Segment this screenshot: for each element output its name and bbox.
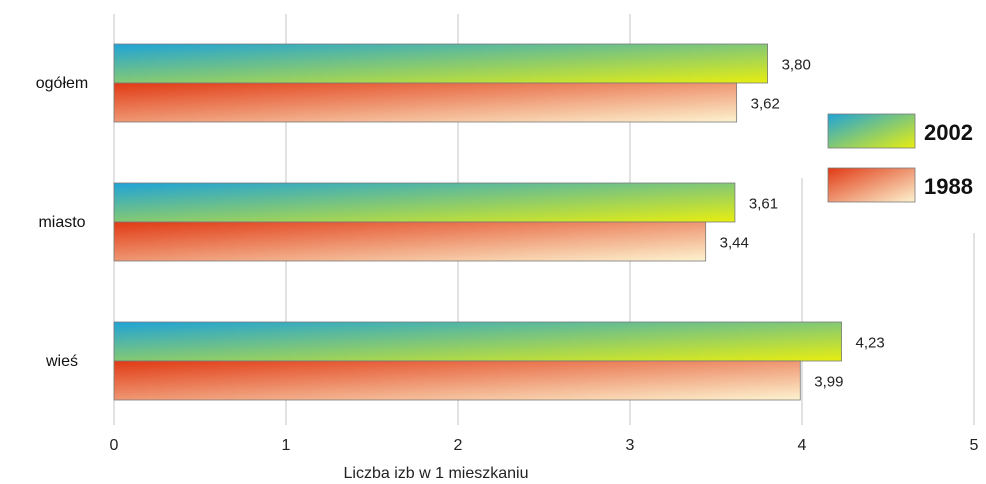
data-label: 3,80	[782, 57, 811, 74]
legend-swatch	[827, 113, 916, 149]
labels: 0 1 2 3 4 5 ogółem miasto wieś 3,80 3,61 4,23 3,62 3,…	[36, 57, 979, 455]
data-label: 4,23	[856, 335, 885, 352]
legend-label: 2002	[924, 120, 973, 145]
bar-2002	[113, 182, 736, 223]
data-label: 3,99	[814, 374, 843, 391]
bar-2002	[113, 321, 842, 362]
x-tick-label: 3	[626, 437, 635, 454]
legend-swatch	[827, 167, 916, 203]
data-label: 3,61	[749, 196, 778, 213]
bar-1988	[113, 360, 801, 401]
x-tick-label: 2	[454, 437, 463, 454]
x-tick-label: 5	[970, 437, 979, 454]
x-tick-label: 4	[798, 437, 807, 454]
x-tick-label: 0	[110, 437, 119, 454]
data-label: 3,44	[720, 235, 749, 252]
bar-1988	[113, 221, 707, 262]
legend: 2002 1988	[827, 113, 973, 203]
category-label: wieś	[45, 353, 78, 370]
data-label: 3,62	[751, 96, 780, 113]
legend-label: 1988	[924, 174, 973, 199]
bars	[113, 43, 842, 401]
bar-1988	[113, 82, 738, 123]
category-label: miasto	[38, 214, 85, 231]
bar-2002	[113, 43, 768, 84]
x-tick-label: 1	[282, 437, 291, 454]
category-label: ogółem	[36, 75, 88, 92]
x-axis-title: Liczba izb w 1 mieszkaniu	[344, 465, 529, 482]
